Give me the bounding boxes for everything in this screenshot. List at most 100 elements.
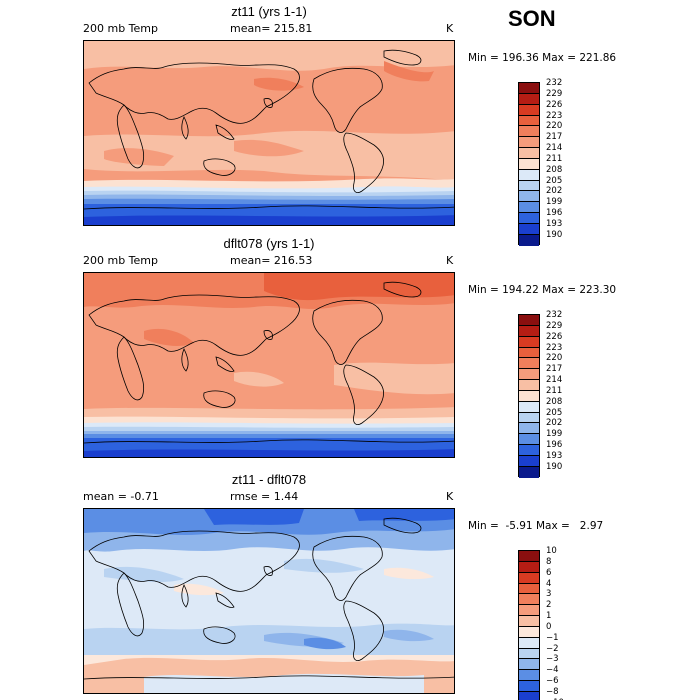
colorbar-tick-label: 214	[546, 375, 563, 386]
colorbar-tick-label: 190	[546, 461, 563, 472]
colorbar-tick-label: 220	[546, 121, 563, 132]
panel-dflt078: dflt078 (yrs 1-1) 200 mb Temp mean= 216.…	[0, 236, 700, 478]
colorbar-swatch	[519, 347, 539, 359]
season-label: SON	[508, 6, 556, 31]
colorbar-tick-label: 229	[546, 88, 563, 99]
colorbar-tick-label: 190	[546, 229, 563, 240]
colorbar	[518, 82, 540, 246]
colorbar-tick-label: 196	[546, 208, 563, 219]
colorbar-swatch	[519, 605, 539, 617]
colorbar-tick-label: −8	[546, 686, 559, 697]
colorbar-tick-label: 10	[546, 546, 557, 556]
colorbar-tick-label: 3	[546, 589, 552, 600]
variable-label: 200 mb Temp	[83, 254, 159, 267]
colorbar-tick-label: 208	[546, 164, 563, 175]
rmse-label: rmse = 1.44	[230, 490, 299, 503]
colorbar-swatch	[519, 659, 539, 671]
colorbar-swatch	[519, 380, 539, 391]
colorbar-swatch	[519, 616, 539, 627]
colorbar-swatch	[519, 691, 539, 700]
colorbar-swatch	[519, 126, 539, 138]
min-max-label: Min = 194.22 Max = 223.30	[468, 284, 617, 296]
colorbar-swatch	[519, 83, 539, 94]
colorbar-swatch	[519, 455, 539, 467]
colorbar-tick-label: 199	[546, 197, 563, 208]
colorbar-tick-label: 208	[546, 396, 563, 407]
colorbar	[518, 314, 540, 478]
colorbar-swatch	[519, 336, 539, 348]
colorbar-swatch	[519, 423, 539, 435]
colorbar-tick-label: 220	[546, 353, 563, 364]
colorbar-tick-label: 211	[546, 385, 563, 396]
colorbar-swatch	[519, 390, 539, 402]
colorbar-tick-label: −2	[546, 643, 559, 654]
colorbar-tick-label: 226	[546, 99, 563, 110]
colorbar-tick-label: 193	[546, 450, 563, 461]
colorbar-tick-label: −1	[546, 632, 559, 643]
colorbar-tick-label: 196	[546, 440, 563, 451]
colorbar-tick-label: 223	[546, 342, 563, 353]
colorbar-tick-label: 4	[546, 578, 552, 589]
colorbar-swatch	[519, 223, 539, 235]
colorbar-tick-label: 226	[546, 331, 563, 342]
colorbar-tick-label: 0	[546, 621, 552, 632]
map-dflt078	[83, 272, 455, 458]
colorbar-swatch	[519, 234, 539, 246]
colorbar-swatch	[519, 180, 539, 192]
colorbar	[518, 550, 540, 700]
colorbar-tick-label: −3	[546, 654, 559, 665]
colorbar-tick-label: 1	[546, 611, 552, 622]
colorbar-swatch	[519, 325, 539, 337]
colorbar-swatch	[519, 369, 539, 381]
unit-label: K	[446, 490, 454, 503]
colorbar-tick-label: 202	[546, 186, 563, 197]
unit-label: K	[446, 254, 454, 267]
colorbar-tick-label: −10	[546, 698, 564, 700]
colorbar-swatch	[519, 137, 539, 149]
colorbar-swatch	[519, 681, 539, 692]
mean-label: mean= 216.53	[230, 254, 313, 267]
colorbar-swatch	[519, 93, 539, 105]
colorbar-swatch	[519, 445, 539, 456]
colorbar-tick-label: 229	[546, 320, 563, 331]
map-zt11	[83, 40, 455, 226]
map-difference	[83, 508, 455, 694]
unit-label: K	[446, 22, 454, 35]
colorbar-swatch	[519, 169, 539, 181]
panel-zt11: zt11 (yrs 1-1) 200 mb Temp mean= 215.81 …	[0, 4, 700, 246]
colorbar-swatch	[519, 466, 539, 478]
colorbar-tick-label: 211	[546, 153, 563, 164]
colorbar-tick-label: 217	[546, 132, 563, 143]
colorbar-swatch	[519, 583, 539, 595]
min-max-label: Min = 196.36 Max = 221.86	[468, 52, 617, 64]
panel-title: zt11 (yrs 1-1)	[231, 4, 307, 19]
colorbar-tick-label: −4	[546, 665, 559, 676]
colorbar-tick-label: 232	[546, 78, 563, 88]
colorbar-swatch	[519, 115, 539, 127]
colorbar-tick-label: 214	[546, 143, 563, 154]
colorbar-swatch	[519, 358, 539, 370]
min-max-label: Min = -5.91 Max = 2.97	[468, 520, 604, 532]
colorbar-tick-label: 2	[546, 600, 552, 611]
colorbar-tick-label: 202	[546, 418, 563, 429]
colorbar-swatch	[519, 191, 539, 203]
mean-label: mean = -0.71	[83, 490, 159, 503]
colorbar-tick-label: 8	[546, 556, 552, 567]
colorbar-swatch	[519, 158, 539, 170]
colorbar-swatch	[519, 551, 539, 562]
colorbar-swatch	[519, 202, 539, 214]
colorbar-swatch	[519, 434, 539, 446]
colorbar-tick-label: 205	[546, 175, 563, 186]
colorbar-swatch	[519, 594, 539, 606]
colorbar-swatch	[519, 412, 539, 424]
colorbar-tick-label: 217	[546, 364, 563, 375]
colorbar-swatch	[519, 670, 539, 682]
panel-title: dflt078 (yrs 1-1)	[223, 236, 315, 251]
colorbar-swatch	[519, 315, 539, 326]
colorbar-swatch	[519, 626, 539, 638]
colorbar-tick-label: 193	[546, 218, 563, 229]
colorbar-tick-label: 6	[546, 567, 552, 578]
colorbar-swatch	[519, 148, 539, 159]
